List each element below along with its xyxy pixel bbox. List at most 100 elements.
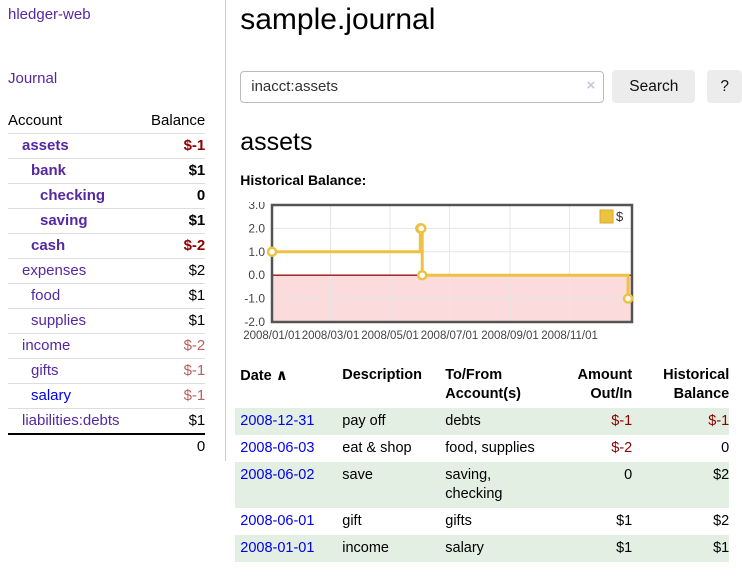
register-header-accounts: To/From Account(s) xyxy=(445,367,521,402)
svg-text:-2.0: -2.0 xyxy=(245,315,266,329)
account-balance: $1 xyxy=(188,287,206,304)
account-balance: $-2 xyxy=(183,337,206,354)
accounts-table: Account Balance assets $-1 bank $1 check… xyxy=(8,108,206,459)
accounts-header-balance: Balance xyxy=(151,112,206,129)
accounts-header-row: Account Balance xyxy=(8,108,205,134)
transaction-accounts: salary xyxy=(445,540,484,556)
account-link-income[interactable]: income xyxy=(22,337,71,354)
account-row: checking 0 xyxy=(8,183,206,209)
help-button[interactable]: ? xyxy=(707,70,742,103)
transaction-description: income xyxy=(342,540,389,556)
account-row: gifts $-1 xyxy=(8,358,206,384)
account-row: saving $1 xyxy=(8,208,206,234)
register-row: 2008-06-01 gift gifts $1 $2 xyxy=(235,508,729,535)
account-link-liabilities-debts[interactable]: liabilities:debts xyxy=(22,412,120,429)
app-layout: hledger-web Journal Account Balance asse… xyxy=(8,0,742,562)
chart-heading: Historical Balance: xyxy=(240,172,367,188)
account-balance: $1 xyxy=(188,412,206,429)
account-link-salary[interactable]: salary xyxy=(31,387,72,404)
register-header-description: Description xyxy=(342,367,423,383)
register-header-balance: Historical Balance xyxy=(663,367,730,402)
account-balance: $1 xyxy=(188,212,206,229)
register-row: 2008-06-03 eat & shop food, supplies $-2… xyxy=(235,435,729,462)
svg-text:2.0: 2.0 xyxy=(249,221,266,235)
svg-text:2008/01/01: 2008/01/01 xyxy=(243,330,301,342)
main-content: sample.journal × Search ? assets Histori… xyxy=(226,0,742,562)
transaction-description: save xyxy=(342,467,373,483)
account-link-bank[interactable]: bank xyxy=(31,162,67,179)
account-row: food $1 xyxy=(8,283,206,309)
account-link-food[interactable]: food xyxy=(31,287,61,304)
transaction-balance: $-1 xyxy=(708,413,730,429)
svg-text:$: $ xyxy=(616,209,624,224)
transaction-amount: $-2 xyxy=(611,440,633,456)
account-balance: $-1 xyxy=(183,387,206,404)
transaction-date-link[interactable]: 2008-06-03 xyxy=(240,440,315,456)
svg-text:0.0: 0.0 xyxy=(249,268,266,282)
transaction-balance: $2 xyxy=(713,513,730,529)
account-link-expenses[interactable]: expenses xyxy=(22,262,87,279)
search-input-wrap: × xyxy=(240,70,605,103)
account-balance: $-2 xyxy=(183,237,206,254)
accounts-total-value: 0 xyxy=(196,438,206,455)
account-row: liabilities:debts $1 xyxy=(8,408,206,435)
account-row: income $-2 xyxy=(8,333,206,359)
account-balance: $1 xyxy=(188,312,206,329)
svg-text:-1.0: -1.0 xyxy=(245,292,266,306)
account-balance: $-1 xyxy=(183,137,206,154)
historical-balance-chart: $3.0 2.0 1.0 0.0 -1.0 -2.0 2008/01/01 2008/03/0… xyxy=(240,202,742,346)
register-header-date[interactable]: Date ∧ xyxy=(240,367,288,384)
transaction-accounts: saving, checking xyxy=(445,467,503,502)
account-link-saving[interactable]: saving xyxy=(40,212,88,229)
transaction-accounts: gifts xyxy=(445,513,472,529)
sidebar-item-journal[interactable]: Journal xyxy=(8,70,58,87)
account-row: assets $-1 xyxy=(8,133,206,159)
svg-text:2008/03/01: 2008/03/01 xyxy=(302,330,360,342)
account-row: bank $1 xyxy=(8,158,206,184)
transaction-description: eat & shop xyxy=(342,440,412,456)
account-link-cash[interactable]: cash xyxy=(31,237,66,254)
transaction-balance: $1 xyxy=(713,540,730,556)
account-balance: $-1 xyxy=(183,362,206,379)
svg-text:2008/05/01: 2008/05/01 xyxy=(362,330,420,342)
register-row: 2008-01-01 income salary $1 $1 xyxy=(235,535,730,562)
page-title: sample.journal xyxy=(240,3,436,36)
transaction-date-link[interactable]: 2008-01-01 xyxy=(240,540,315,556)
transaction-accounts: debts xyxy=(445,413,481,429)
account-row: supplies $1 xyxy=(8,308,206,334)
search-button[interactable]: Search xyxy=(612,70,696,103)
account-balance: $1 xyxy=(188,162,206,179)
search-form: × Search ? xyxy=(240,70,742,103)
app-brand-link[interactable]: hledger-web xyxy=(8,6,91,23)
svg-text:2008/07/01: 2008/07/01 xyxy=(421,330,479,342)
account-link-checking[interactable]: checking xyxy=(40,187,106,204)
account-link-gifts[interactable]: gifts xyxy=(31,362,59,379)
transaction-description: gift xyxy=(342,513,362,529)
transaction-date-link[interactable]: 2008-06-01 xyxy=(240,513,315,529)
transaction-balance: $2 xyxy=(713,467,730,483)
transaction-description: pay off xyxy=(342,413,386,429)
account-row: salary $-1 xyxy=(8,383,206,409)
account-row: expenses $2 xyxy=(8,258,206,284)
transaction-date-link[interactable]: 2008-06-02 xyxy=(240,467,315,483)
register-header-amount: Amount Out/In xyxy=(577,367,633,402)
account-row: cash $-2 xyxy=(8,233,206,259)
clear-search-icon[interactable]: × xyxy=(586,76,596,94)
transaction-amount: 0 xyxy=(624,467,633,483)
register-table: Date ∧ Description To/From Account(s) Am… xyxy=(235,364,730,562)
svg-text:1.0: 1.0 xyxy=(249,245,266,259)
account-balance: $2 xyxy=(188,262,206,279)
account-title: assets xyxy=(240,128,313,156)
transaction-balance: 0 xyxy=(721,440,730,456)
transaction-amount: $1 xyxy=(616,513,633,529)
accounts-total-row: 0 xyxy=(8,434,206,459)
transaction-date-link[interactable]: 2008-12-31 xyxy=(240,413,315,429)
transaction-amount: $1 xyxy=(616,540,633,556)
search-input[interactable] xyxy=(240,70,605,103)
account-link-assets[interactable]: assets xyxy=(22,137,69,154)
transaction-amount: $-1 xyxy=(611,413,633,429)
register-header-row: Date ∧ Description To/From Account(s) Am… xyxy=(235,364,729,408)
sort-asc-icon: ∧ xyxy=(275,367,288,384)
account-link-supplies[interactable]: supplies xyxy=(31,312,87,329)
svg-text:2008/09/01: 2008/09/01 xyxy=(482,330,540,342)
